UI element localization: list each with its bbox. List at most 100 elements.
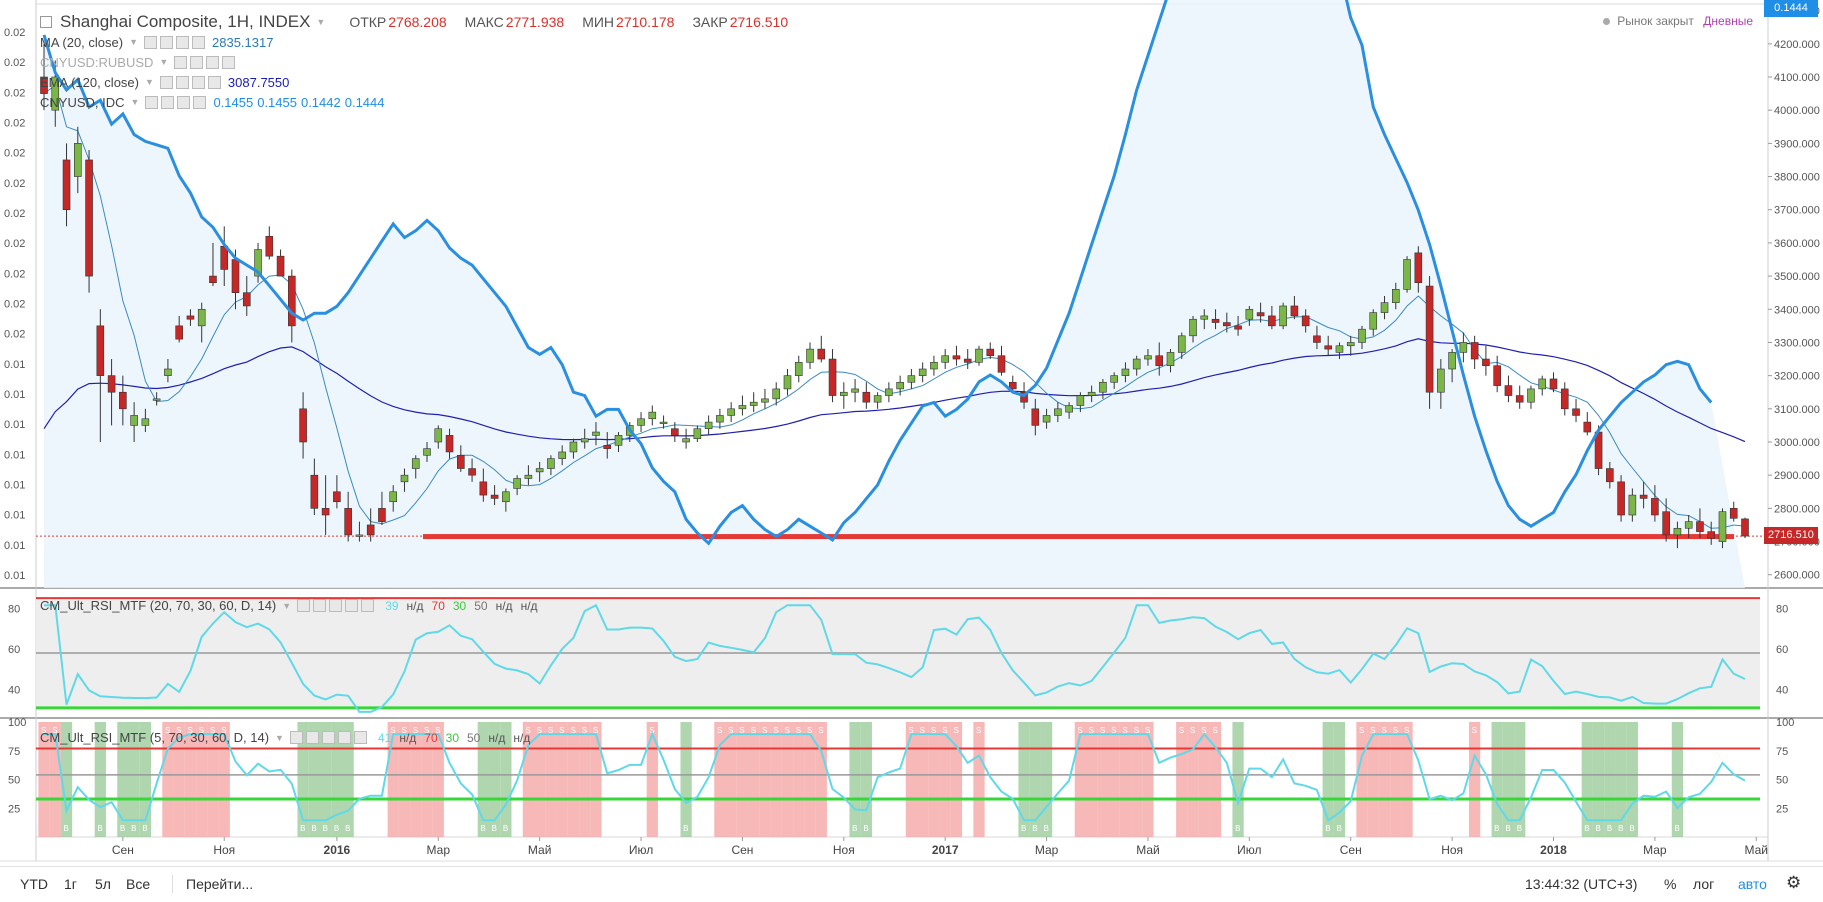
sell-marker: S [187,726,192,735]
visibility-icon[interactable] [144,35,158,49]
range-all-button[interactable]: Все [126,876,151,892]
settings-icon[interactable] [161,95,175,109]
rsi1-label[interactable]: CM_Ult_RSI_MTF (20, 70, 30, 60, D, 14) [40,598,277,613]
overbought-band [207,722,219,837]
more-icon[interactable] [176,35,190,49]
candle [1493,365,1501,386]
range-5y-button[interactable]: 5л [95,876,111,892]
add-icon[interactable] [337,731,351,744]
indicator-label[interactable]: MA (20, close) [40,34,124,50]
oversold-band [94,722,106,837]
oversold-band [1514,722,1526,837]
chevron-down-icon[interactable]: ▼ [159,57,169,67]
auto-scale-button[interactable]: авто [1738,876,1767,892]
more-icon[interactable] [329,599,343,612]
candle [738,405,747,410]
more-icon[interactable] [206,55,220,69]
candle [1065,405,1073,413]
left-tick-label: 0.01 [4,389,25,401]
collapse-icon[interactable] [40,16,52,28]
sell-marker: S [1145,726,1150,735]
settings-icon[interactable] [305,731,319,744]
close-icon[interactable] [353,731,367,744]
chart-canvas[interactable]: 4300.0004200.0004100.0004000.0003900.000… [0,0,1823,866]
candle [175,325,183,340]
oversold-band [1592,722,1605,837]
visibility-icon[interactable] [174,55,188,69]
more-icon[interactable] [321,731,335,744]
overbought-band [173,722,185,837]
rsi-value: н/д [488,730,506,745]
visibility-icon[interactable] [145,95,159,109]
indicator-label[interactable]: CNYUSD:RUBUSD [40,54,154,70]
range-ytd-button[interactable]: YTD [20,876,48,892]
candle [40,76,48,94]
oversold-band [297,722,309,837]
chevron-down-icon[interactable]: ▼ [145,77,154,87]
oversold-band [139,722,152,837]
candle [637,418,645,426]
overbought-band [736,722,749,837]
buy-marker: B [1517,824,1522,833]
more-icon[interactable] [191,75,205,89]
settings-icon[interactable] [175,75,189,89]
close-icon[interactable] [193,95,207,109]
visibility-icon[interactable] [159,75,173,89]
overbought-band [804,722,816,837]
visibility-icon[interactable] [297,599,311,612]
ohlc-value: 2771.938 [505,14,565,30]
price-tick-label: 3100.000 [1774,404,1820,416]
time-tick-label: Мар [1035,843,1059,857]
overbought-band [1108,722,1120,837]
candle [1256,312,1265,317]
indicator-value: 2835.1317 [212,34,274,50]
candle [1290,305,1299,317]
add-icon[interactable] [345,599,359,612]
close-icon[interactable] [222,55,236,69]
overbought-band [1142,722,1154,837]
candle [1234,325,1242,330]
settings-icon[interactable] [160,35,174,49]
rsi-value: 70 [431,598,445,613]
indicator-label[interactable]: CNYUSD, IDC [40,94,125,110]
rsi1-tick-label: 40 [1776,685,1788,697]
settings-icon[interactable] [190,55,204,69]
visibility-icon[interactable] [289,731,303,744]
goto-button[interactable]: Перейти... [186,876,254,892]
more-icon[interactable] [177,95,191,109]
market-status-text: Рынок закрыт [1617,14,1694,28]
candle [1020,391,1028,403]
chevron-down-icon[interactable]: ▼ [282,600,292,611]
candle [355,534,364,537]
close-icon[interactable] [361,599,375,612]
sell-marker: S [165,726,170,735]
sell-marker: S [649,726,654,735]
candle [963,358,972,363]
chevron-down-icon[interactable]: ▼ [129,37,139,47]
symbol-title[interactable]: Shanghai Composite, 1H, INDEX [60,12,311,31]
interval-label[interactable]: Дневные [1703,14,1753,28]
gear-icon[interactable]: ⚙ [1786,873,1802,892]
buy-marker: B [1596,824,1601,833]
log-scale-button[interactable]: лог [1693,876,1715,892]
close-icon[interactable] [207,75,221,89]
price-tick-label: 3200.000 [1774,371,1820,383]
indicator-label[interactable]: EMA (120, close) [40,74,139,90]
left-tick-label: 0.01 [4,480,25,492]
overbought-band [905,722,918,837]
settings-icon[interactable] [313,599,327,612]
candle [333,491,341,503]
candle [1448,352,1456,370]
chevron-down-icon[interactable]: ▼ [316,17,326,27]
candle [569,441,578,453]
range-1y-button[interactable]: 1г [64,876,77,892]
candle [648,411,657,420]
chevron-down-icon[interactable]: ▼ [275,732,284,743]
percent-scale-button[interactable]: % [1664,876,1677,892]
candle [682,438,690,443]
buy-marker: B [334,824,339,833]
rsi2-label[interactable]: CM_Ult_RSI_MTF (5, 70, 30, 60, D, 14) [40,730,270,745]
sell-marker: S [1111,726,1116,735]
chevron-down-icon[interactable]: ▼ [130,97,140,107]
close-icon[interactable] [192,35,206,49]
